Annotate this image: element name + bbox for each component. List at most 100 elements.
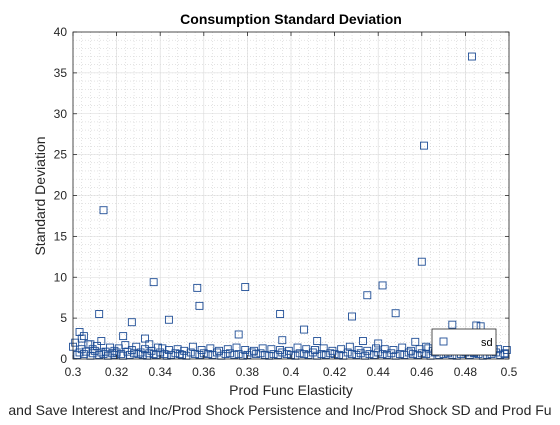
data-point [352,350,361,359]
x-tick-label: 0.3 [65,365,82,379]
data-point [321,350,330,359]
data-point [348,312,356,321]
x-axis-label: Prod Func Elasticity [229,382,353,398]
data-point [180,346,189,355]
y-tick-label: 15 [54,229,68,243]
data-point [145,349,154,358]
data-point [467,52,476,61]
data-point [256,349,265,358]
data-point [391,309,400,318]
data-point [260,350,269,359]
data-point [378,281,387,290]
data-point [132,342,141,351]
data-point [99,350,108,359]
data-point [77,334,86,343]
data-point [215,346,224,355]
x-tick-label: 0.5 [501,365,518,379]
y-tick-label: 10 [54,270,68,284]
data-point [108,349,117,358]
data-point [278,348,287,357]
chart-title: Consumption Standard Deviation [180,11,402,27]
data-point [208,350,217,359]
data-point [398,343,407,352]
x-tick-label: 0.48 [454,365,478,379]
data-point [188,342,197,351]
data-point [234,350,243,359]
data-point [154,343,162,352]
data-point [417,257,426,266]
data-point [304,350,313,359]
y-tick-label: 40 [54,25,68,39]
data-point [99,206,108,215]
data-point [293,343,302,352]
data-point [413,350,422,359]
data-point [389,346,398,354]
data-point [406,346,415,355]
y-tick-label: 30 [54,107,68,121]
data-point [311,346,319,354]
data-point [119,332,128,341]
data-point [193,283,202,292]
data-point [164,346,173,354]
data-point [328,346,337,355]
data-point [93,341,101,350]
legend: sd [431,328,497,356]
data-point [195,301,204,310]
data-point [234,330,243,339]
data-point [382,350,391,359]
data-point [232,343,241,352]
legend-box [431,328,497,356]
data-point [110,346,119,355]
data-point [195,350,204,359]
x-axis-label-continuation: and Save Interest and Inc/Prod Shock Per… [8,402,551,418]
data-point [223,345,232,354]
data-point [167,350,176,359]
data-point [404,348,413,357]
data-point [178,350,186,359]
data-point [249,346,258,355]
legend-marker [439,337,448,346]
data-point [197,346,206,354]
data-point [226,349,234,358]
data-point [273,350,282,359]
data-point [125,350,134,359]
y-tick-label: 25 [54,148,68,162]
data-point [160,350,169,359]
data-point [358,337,367,345]
data-point [145,340,154,349]
data-point [173,345,182,354]
data-point [300,325,309,334]
data-point [247,348,256,357]
data-point [363,291,372,300]
data-point [374,339,383,348]
data-point [372,344,380,353]
data-point [276,310,285,318]
data-point [140,334,149,343]
data-point [363,346,372,355]
data-point [90,346,99,355]
data-point [500,350,509,359]
data-point [75,328,84,336]
data-point [86,340,95,349]
x-tick-label: 0.44 [367,365,391,379]
data-point [378,350,387,359]
data-point [138,350,147,359]
data-point [276,346,285,354]
y-tick-label: 35 [54,66,68,80]
data-point [121,341,130,350]
data-point [420,141,428,150]
data-point [354,346,363,354]
y-axis-label: Standard Deviation [32,136,48,255]
data-point [258,344,267,353]
data-point [502,346,511,354]
data-point [300,350,309,359]
data-point [241,346,250,354]
x-tick-label: 0.4 [283,365,300,379]
data-point [411,337,420,346]
data-point [79,350,88,359]
data-point [140,345,149,354]
data-point [317,350,326,359]
data-point [158,344,167,353]
data-point [73,350,82,359]
